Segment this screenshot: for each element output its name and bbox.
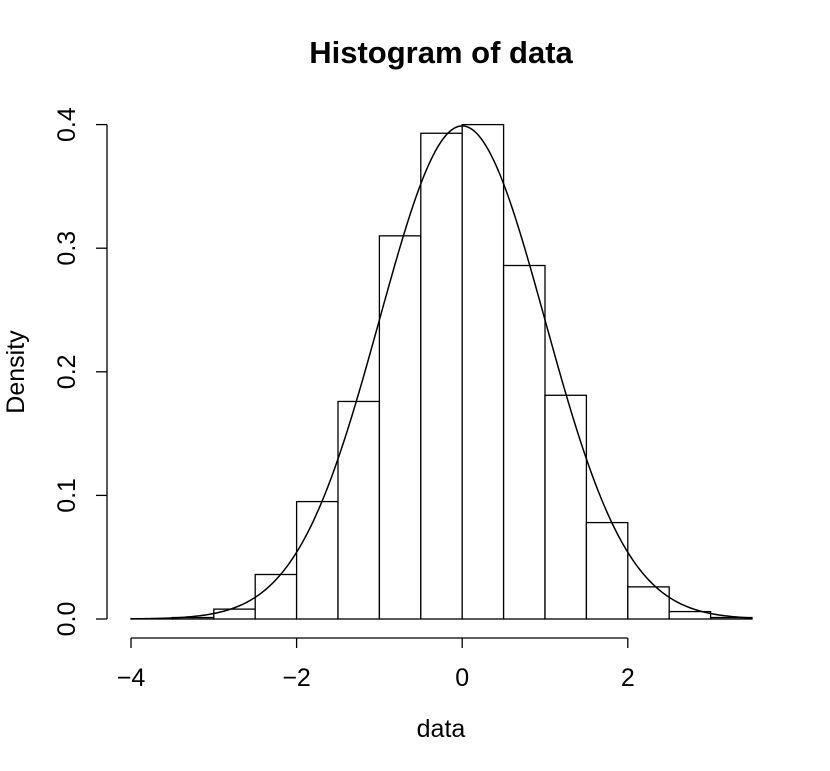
histogram-bar <box>544 394 588 620</box>
chart-title: Histogram of data <box>309 35 573 70</box>
x-axis-label: data <box>417 715 466 743</box>
x-axis: −4 −2 0 2 <box>117 637 635 692</box>
x-tick-label: −2 <box>282 664 311 692</box>
x-tick-label: 0 <box>455 664 469 692</box>
y-tick-label: 0.3 <box>53 231 81 266</box>
y-tick-label: 0.2 <box>53 354 81 389</box>
histogram-bar <box>378 235 422 620</box>
density-curve <box>130 125 753 620</box>
y-axis-label: Density <box>2 330 30 414</box>
histogram-bar <box>709 616 753 620</box>
y-tick-label: 0.0 <box>53 602 81 637</box>
histogram-bar <box>337 400 381 620</box>
histogram-bar <box>420 132 463 620</box>
y-tick-label: 0.4 <box>53 107 81 142</box>
y-axis: 0.0 0.1 0.2 0.3 0.4 <box>53 107 108 637</box>
x-tick-label: 2 <box>621 664 635 692</box>
histogram-bar <box>627 586 670 620</box>
histogram-bar <box>254 573 298 620</box>
histogram-bar <box>502 264 546 620</box>
histogram-bar <box>213 608 256 620</box>
bars-group <box>130 123 753 620</box>
y-tick-label: 0.1 <box>53 478 81 513</box>
x-tick-label: −4 <box>117 664 146 692</box>
histogram-bar <box>295 500 339 620</box>
histogram-bar <box>585 521 629 620</box>
histogram-bar <box>461 123 505 620</box>
histogram-bar <box>668 610 712 620</box>
